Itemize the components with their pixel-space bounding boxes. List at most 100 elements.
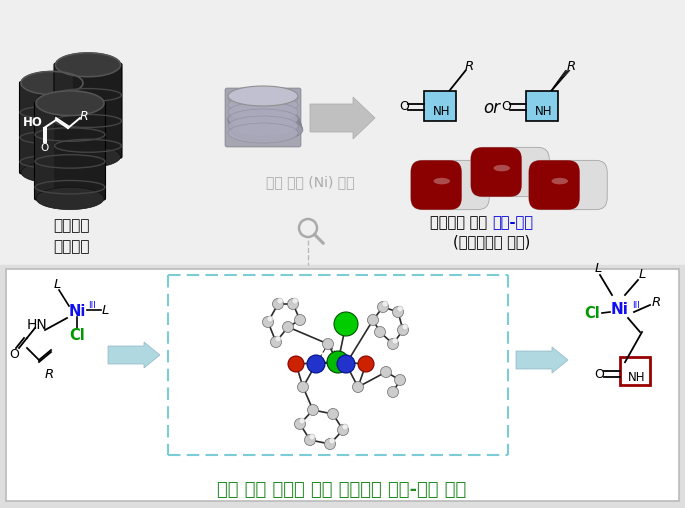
FancyBboxPatch shape — [34, 102, 105, 200]
FancyBboxPatch shape — [471, 147, 522, 197]
Circle shape — [262, 316, 273, 328]
Text: 의약품의 원료: 의약품의 원료 — [430, 215, 492, 230]
Circle shape — [397, 325, 408, 335]
Circle shape — [358, 356, 374, 372]
Ellipse shape — [55, 53, 121, 77]
Ellipse shape — [228, 123, 298, 143]
Circle shape — [380, 366, 392, 377]
Ellipse shape — [21, 72, 83, 94]
Text: O: O — [9, 347, 19, 361]
Ellipse shape — [493, 165, 510, 171]
Circle shape — [308, 404, 319, 416]
Circle shape — [353, 382, 364, 393]
Circle shape — [323, 338, 334, 350]
Circle shape — [297, 382, 308, 393]
Text: or: or — [484, 99, 501, 117]
Ellipse shape — [230, 117, 303, 140]
Text: O: O — [41, 143, 49, 153]
Text: HO: HO — [23, 116, 43, 130]
Circle shape — [307, 355, 325, 373]
Bar — [526, 90, 558, 120]
Circle shape — [282, 322, 293, 333]
Ellipse shape — [55, 146, 121, 168]
Circle shape — [388, 338, 399, 350]
Text: L: L — [638, 268, 646, 280]
Text: Cl: Cl — [69, 329, 85, 343]
Text: Ni: Ni — [68, 304, 86, 320]
Circle shape — [275, 336, 281, 342]
Circle shape — [382, 301, 388, 307]
Circle shape — [309, 434, 315, 440]
Circle shape — [305, 434, 316, 446]
Bar — [0, 265, 685, 508]
Bar — [6, 269, 679, 501]
Text: 베타-락탐: 베타-락탐 — [492, 215, 533, 230]
Ellipse shape — [434, 178, 450, 184]
Circle shape — [267, 316, 273, 322]
Ellipse shape — [228, 116, 298, 136]
Circle shape — [392, 338, 398, 344]
Circle shape — [342, 424, 348, 430]
Ellipse shape — [551, 178, 568, 184]
Circle shape — [327, 408, 338, 420]
Circle shape — [292, 298, 298, 304]
Text: R: R — [79, 110, 88, 122]
Text: Cl: Cl — [584, 305, 600, 321]
Circle shape — [295, 419, 306, 429]
Text: O: O — [399, 100, 409, 113]
FancyBboxPatch shape — [411, 161, 462, 210]
Circle shape — [299, 418, 305, 424]
Text: 탄화수소
원료물질: 탄화수소 원료물질 — [53, 218, 90, 254]
Circle shape — [375, 327, 386, 337]
Ellipse shape — [228, 110, 300, 132]
Circle shape — [295, 314, 306, 326]
FancyBboxPatch shape — [471, 147, 549, 197]
Text: III: III — [88, 302, 96, 310]
FancyBboxPatch shape — [20, 84, 38, 172]
Text: R: R — [567, 60, 576, 73]
Text: R: R — [45, 367, 53, 380]
Text: HN: HN — [27, 318, 47, 332]
Ellipse shape — [228, 102, 298, 122]
Circle shape — [288, 299, 299, 309]
Text: L: L — [101, 303, 109, 316]
Circle shape — [395, 374, 406, 386]
FancyArrow shape — [516, 347, 568, 373]
Circle shape — [338, 425, 349, 435]
Ellipse shape — [21, 162, 83, 183]
Circle shape — [377, 302, 388, 312]
Text: 값싼 니켈 (Ni) 촉매: 값싼 니켈 (Ni) 촉매 — [266, 175, 354, 189]
Text: L: L — [595, 262, 601, 274]
Circle shape — [334, 312, 358, 336]
Circle shape — [273, 299, 284, 309]
FancyBboxPatch shape — [529, 161, 580, 210]
FancyArrow shape — [310, 97, 375, 139]
Circle shape — [329, 438, 335, 444]
Circle shape — [327, 351, 349, 373]
Ellipse shape — [227, 109, 299, 131]
Text: O: O — [594, 368, 604, 381]
Text: L: L — [53, 277, 61, 291]
Bar — [424, 90, 456, 120]
FancyBboxPatch shape — [529, 161, 607, 210]
FancyArrow shape — [108, 342, 160, 368]
Circle shape — [397, 306, 403, 312]
FancyBboxPatch shape — [19, 81, 84, 174]
Circle shape — [271, 336, 282, 347]
Bar — [0, 0, 685, 265]
Text: NH: NH — [535, 105, 553, 118]
Ellipse shape — [229, 111, 301, 134]
Ellipse shape — [36, 187, 104, 210]
Ellipse shape — [228, 95, 298, 115]
Text: Ni: Ni — [611, 302, 629, 318]
Ellipse shape — [231, 119, 303, 141]
Text: O: O — [501, 100, 511, 113]
Text: (고부가가치 물질): (고부가가치 물질) — [453, 234, 531, 249]
Ellipse shape — [228, 109, 298, 129]
Bar — [620, 357, 650, 385]
FancyBboxPatch shape — [54, 64, 122, 158]
Circle shape — [402, 324, 408, 330]
FancyBboxPatch shape — [411, 161, 489, 210]
Ellipse shape — [229, 114, 301, 137]
Text: R: R — [465, 60, 474, 73]
